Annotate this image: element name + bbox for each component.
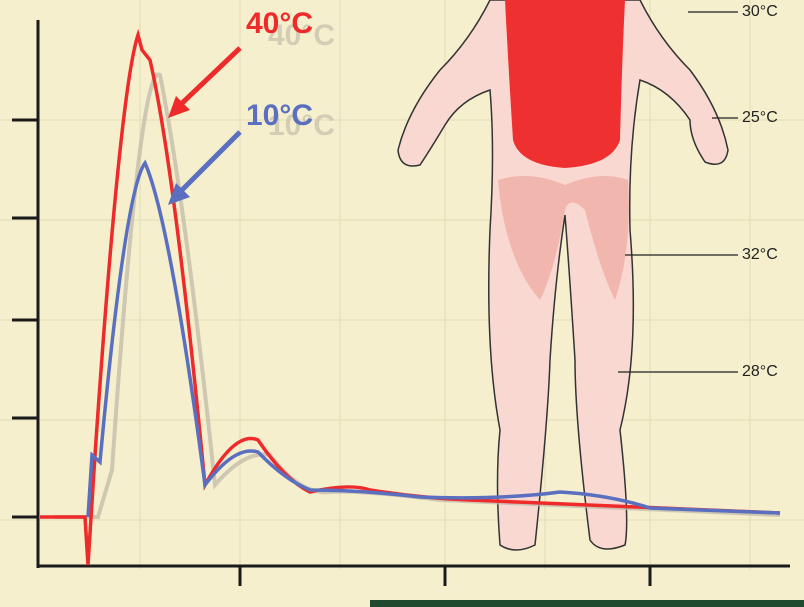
curve-label: 40°C: [246, 7, 313, 40]
body-label: 30°C: [742, 3, 778, 20]
bottom-bar: [370, 600, 804, 607]
body-label: 25°C: [742, 109, 778, 126]
curve-label: 10°C: [246, 99, 313, 132]
illustration: 40°C 10°C 40°C 10°C 30°C 25°C 32°C 28°C: [0, 0, 804, 607]
body-label: 32°C: [742, 246, 778, 263]
body-label: 28°C: [742, 363, 778, 380]
